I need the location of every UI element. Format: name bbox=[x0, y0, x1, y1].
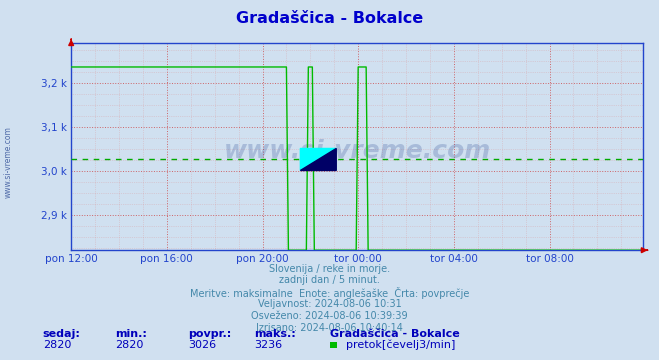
Text: pretok[čevelj3/min]: pretok[čevelj3/min] bbox=[346, 339, 455, 350]
Text: Veljavnost: 2024-08-06 10:31: Veljavnost: 2024-08-06 10:31 bbox=[258, 299, 401, 309]
Text: Meritve: maksimalne  Enote: anglešaške  Črta: povprečje: Meritve: maksimalne Enote: anglešaške Čr… bbox=[190, 287, 469, 299]
Text: Gradaščica - Bokalce: Gradaščica - Bokalce bbox=[330, 329, 459, 339]
Polygon shape bbox=[301, 148, 336, 171]
Text: 3236: 3236 bbox=[254, 340, 282, 350]
Text: 2820: 2820 bbox=[43, 340, 71, 350]
Bar bbox=[301, 148, 336, 171]
Text: www.si-vreme.com: www.si-vreme.com bbox=[223, 139, 491, 163]
Text: www.si-vreme.com: www.si-vreme.com bbox=[3, 126, 13, 198]
Polygon shape bbox=[301, 148, 336, 171]
Text: povpr.:: povpr.: bbox=[188, 329, 231, 339]
Text: Osveženo: 2024-08-06 10:39:39: Osveženo: 2024-08-06 10:39:39 bbox=[251, 311, 408, 321]
Text: 2820: 2820 bbox=[115, 340, 144, 350]
Text: maks.:: maks.: bbox=[254, 329, 295, 339]
Text: Slovenija / reke in morje.: Slovenija / reke in morje. bbox=[269, 264, 390, 274]
Text: zadnji dan / 5 minut.: zadnji dan / 5 minut. bbox=[279, 275, 380, 285]
Text: Izrisano: 2024-08-06 10:40:14: Izrisano: 2024-08-06 10:40:14 bbox=[256, 323, 403, 333]
Text: Gradaščica - Bokalce: Gradaščica - Bokalce bbox=[236, 11, 423, 26]
Text: sedaj:: sedaj: bbox=[43, 329, 80, 339]
Text: min.:: min.: bbox=[115, 329, 147, 339]
Text: 3026: 3026 bbox=[188, 340, 216, 350]
